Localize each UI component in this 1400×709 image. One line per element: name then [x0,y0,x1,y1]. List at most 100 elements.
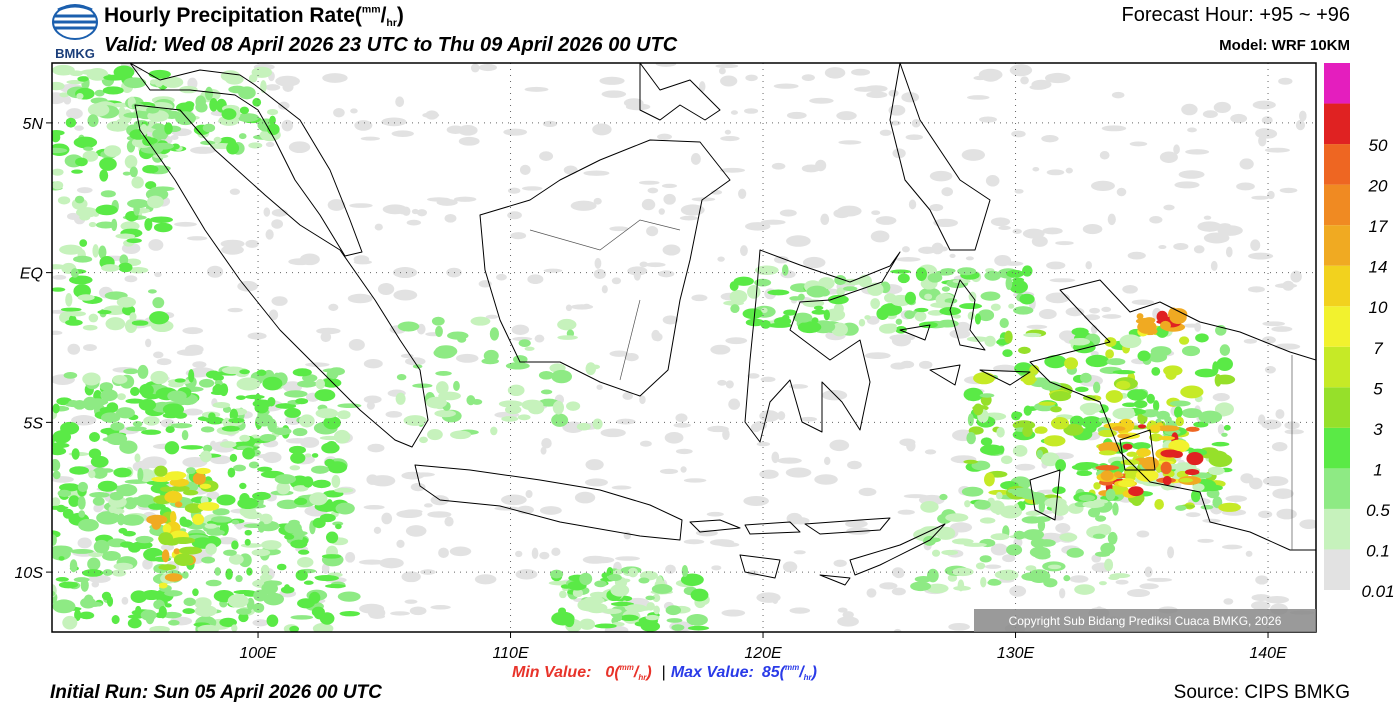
rain-cell [302,476,314,488]
rain-cell [619,614,639,622]
rain-cell [1102,314,1122,319]
rain-cell [471,398,483,405]
rain-cell [1020,76,1029,85]
rain-cell [1036,449,1043,459]
rain-cell [939,493,948,501]
rain-cell [420,569,436,575]
rain-cell [52,430,72,444]
rain-cell [1104,558,1114,572]
rain-cell [123,77,147,89]
rain-cell [1095,515,1107,522]
rain-cell [947,574,958,582]
rain-cell [69,70,84,77]
rain-cell [593,197,602,205]
rain-cell [1261,116,1273,125]
rain-cell [572,588,584,598]
rain-cell [543,268,563,273]
rain-cell [141,429,162,435]
rain-cell [182,327,204,335]
rain-cell [333,107,345,118]
rain-cell [959,303,983,310]
rain-cell [455,353,479,363]
rain-cell [100,468,114,473]
rain-cell [1160,320,1171,331]
rain-cell [105,317,126,331]
rain-cell [759,469,779,479]
rain-cell [1206,488,1220,499]
rain-cell [679,215,699,221]
rain-cell [221,425,240,432]
rain-cell [490,426,498,436]
rain-cell [1249,477,1263,490]
rain-cell [1134,409,1146,415]
rain-cell [366,401,375,410]
rain-cell [52,287,66,292]
rain-cell [266,614,279,627]
rain-cell [1136,530,1150,538]
rain-cell [1105,349,1114,359]
rain-cell [1013,411,1023,418]
rain-cell [262,376,283,391]
rain-cell [77,294,95,301]
rain-cell [1038,401,1056,406]
rain-cell [169,478,189,487]
rain-cell [1245,550,1253,557]
rain-cell [1107,213,1116,226]
rain-cell [984,564,1002,569]
rain-cell [786,111,807,120]
rain-cell [295,398,309,405]
rain-cell [240,543,263,548]
rain-cell [845,519,868,528]
rain-cell [278,101,290,110]
rain-cell [97,480,118,492]
rain-cell [777,457,802,464]
rain-cell [858,318,866,327]
rain-cell [404,357,426,366]
rain-cell [866,91,888,99]
rain-cell [235,575,243,583]
rain-cell [239,106,249,115]
rain-cell [662,244,681,256]
rain-cell [1029,84,1048,90]
rain-cell [77,537,92,549]
rain-cell [511,324,530,335]
rain-cell [164,573,183,582]
rain-cell [740,245,748,257]
min-label: Min Value: [512,664,591,681]
rain-cell [158,605,167,619]
rain-cell [110,422,125,431]
rain-cell [305,362,330,367]
rain-cell [288,519,300,527]
rain-cell [1202,518,1221,523]
rain-cell [363,358,383,369]
rain-cell [281,119,294,132]
rain-cell [1279,187,1298,194]
rain-cell [1212,393,1230,402]
rain-cell [1098,450,1117,456]
rain-cell [1169,311,1187,324]
rain-cell [611,485,632,490]
rain-cell [1000,574,1017,579]
rain-cell [73,255,93,263]
rain-cell [252,491,271,501]
rain-cell [1032,166,1040,172]
rain-cell [952,314,961,319]
rain-cell [238,86,256,100]
rain-cell [1137,424,1147,429]
rain-cell [1197,538,1214,543]
rain-cell [680,466,687,473]
rain-cell [396,373,407,381]
rain-cell [948,622,970,631]
rain-cell [929,170,953,182]
rain-cell [720,135,740,142]
rain-cell [733,276,754,286]
rain-cell [1026,324,1048,330]
rain-cell [427,197,451,202]
rain-cell [1082,407,1096,416]
rain-cell [321,563,330,574]
rain-cell [609,226,629,232]
rain-cell [503,128,528,136]
rain-cell [435,381,449,395]
rain-cell [353,259,372,265]
rain-cell [1274,283,1298,289]
